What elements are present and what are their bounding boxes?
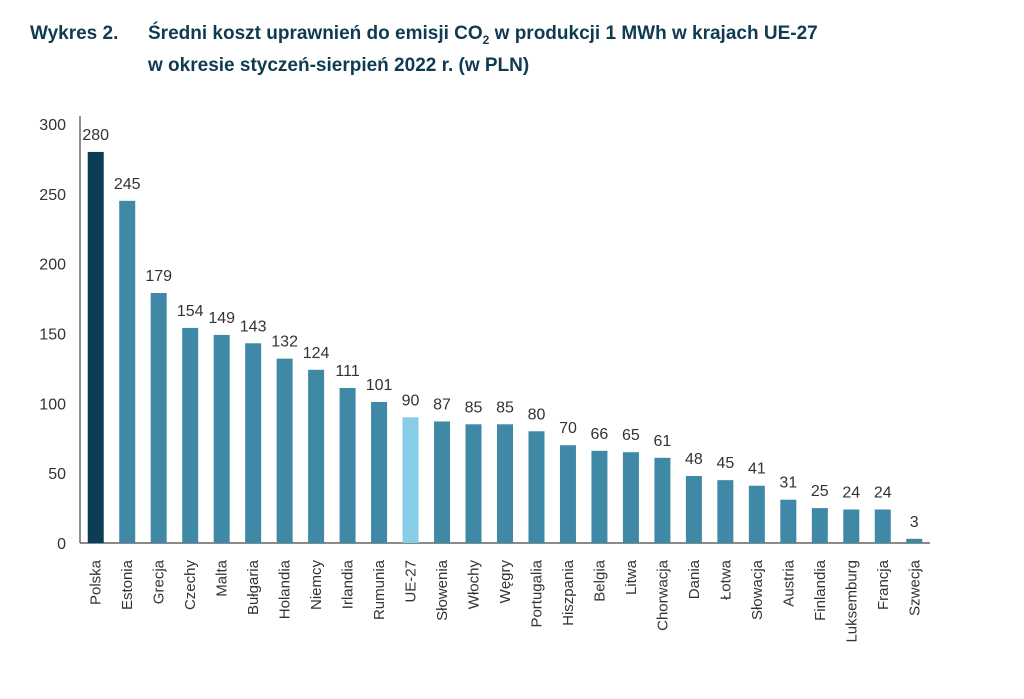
data-label: 111 bbox=[335, 363, 359, 380]
y-tick-label: 100 bbox=[39, 396, 66, 413]
bar-luksemburg bbox=[843, 509, 860, 543]
data-label: 132 bbox=[271, 334, 298, 351]
data-label: 80 bbox=[528, 406, 546, 423]
category-label: Austria bbox=[780, 559, 797, 606]
data-label: 3 bbox=[910, 514, 919, 531]
data-label: 25 bbox=[811, 483, 829, 500]
bar-belgia bbox=[591, 450, 608, 543]
bar-bułgaria bbox=[245, 343, 262, 543]
data-label: 24 bbox=[874, 484, 892, 501]
title-text: w produkcji 1 MWh w krajach UE-27 bbox=[489, 23, 818, 44]
category-label: Grecja bbox=[151, 559, 168, 604]
y-tick-label: 0 bbox=[57, 536, 66, 553]
y-tick-label: 250 bbox=[39, 187, 66, 204]
bar-niemcy bbox=[308, 369, 325, 543]
category-label: Francja bbox=[875, 559, 892, 610]
category-label: Irlandia bbox=[340, 559, 357, 609]
chart-number: Wykres 2. bbox=[30, 23, 119, 44]
bar-szwecja bbox=[906, 538, 923, 543]
bar-grecja bbox=[150, 292, 167, 543]
category-label: Litwa bbox=[623, 559, 640, 595]
title-subscript: 2 bbox=[482, 32, 490, 47]
bar-czechy bbox=[182, 327, 199, 543]
category-label: Czechy bbox=[182, 560, 199, 611]
bar-francja bbox=[874, 509, 891, 543]
data-label: 90 bbox=[402, 392, 420, 409]
data-label: 154 bbox=[177, 303, 204, 320]
category-label: Łotwa bbox=[717, 559, 734, 600]
category-label: UE-27 bbox=[403, 560, 420, 603]
y-tick-label: 300 bbox=[39, 117, 66, 134]
data-label: 85 bbox=[465, 399, 483, 416]
title-text: Średni koszt uprawnień do emisji CO bbox=[148, 23, 483, 44]
category-label: Włochy bbox=[466, 560, 483, 610]
data-label: 85 bbox=[496, 399, 514, 416]
category-label: Finlandia bbox=[812, 559, 829, 621]
category-label: Hiszpania bbox=[560, 559, 577, 626]
bar-słowenia bbox=[434, 421, 451, 543]
y-tick-label: 50 bbox=[48, 466, 66, 483]
data-label: 61 bbox=[654, 433, 672, 450]
category-label: Belgia bbox=[591, 559, 608, 601]
category-label: Niemcy bbox=[308, 560, 325, 611]
category-label: Holandia bbox=[277, 559, 294, 619]
bar-łotwa bbox=[717, 480, 734, 543]
bar-irlandia bbox=[339, 387, 356, 543]
bar-polska bbox=[87, 151, 104, 543]
bar-dania bbox=[685, 475, 702, 543]
bar-malta bbox=[213, 334, 230, 543]
category-label: Bułgaria bbox=[245, 559, 262, 615]
bar-litwa bbox=[622, 452, 639, 543]
data-label: 48 bbox=[685, 451, 703, 468]
category-label: Rumunia bbox=[371, 559, 388, 620]
bar-hiszpania bbox=[559, 445, 576, 543]
bar-węgry bbox=[497, 424, 513, 543]
data-label: 179 bbox=[145, 268, 172, 285]
data-label: 149 bbox=[208, 310, 235, 327]
bar-holandia bbox=[276, 358, 293, 543]
data-label: 65 bbox=[622, 427, 640, 444]
category-label: Malta bbox=[214, 559, 231, 596]
data-label: 24 bbox=[842, 484, 860, 501]
y-tick-label: 150 bbox=[39, 327, 66, 344]
bar-estonia bbox=[119, 200, 136, 544]
category-label: Słowenia bbox=[434, 559, 451, 621]
title-line-1: Średni koszt uprawnień do emisji CO2 w p… bbox=[148, 18, 818, 56]
data-label: 143 bbox=[240, 318, 267, 335]
data-label: 66 bbox=[591, 426, 609, 443]
category-label: Polska bbox=[88, 559, 105, 605]
data-label: 70 bbox=[559, 420, 577, 437]
y-tick-label: 200 bbox=[39, 257, 66, 274]
category-label: Słowacja bbox=[749, 559, 766, 620]
data-label: 124 bbox=[303, 345, 330, 362]
bar-rumunia bbox=[371, 401, 388, 543]
category-label: Dania bbox=[686, 559, 703, 599]
category-label: Chorwacja bbox=[654, 559, 671, 631]
category-label: Luksemburg bbox=[843, 560, 860, 643]
data-label: 245 bbox=[114, 176, 141, 193]
data-label: 41 bbox=[748, 461, 766, 478]
data-label: 45 bbox=[716, 455, 734, 472]
bar-portugalia bbox=[528, 431, 545, 543]
bar-austria bbox=[780, 499, 797, 543]
bar-włochy bbox=[465, 424, 482, 543]
title-line-2: w okresie styczeń-sierpień 2022 r. (w PL… bbox=[148, 55, 530, 76]
data-label: 87 bbox=[433, 396, 451, 413]
bar-finlandia bbox=[811, 508, 828, 543]
category-label: Węgry bbox=[497, 560, 514, 604]
bar-chorwacja bbox=[654, 457, 671, 543]
category-label: Szwecja bbox=[906, 559, 923, 616]
category-label: Portugalia bbox=[528, 559, 545, 627]
bar-słowacja bbox=[748, 485, 765, 543]
data-label: 31 bbox=[779, 475, 797, 492]
data-label: 101 bbox=[366, 377, 393, 394]
category-label: Estonia bbox=[119, 559, 136, 610]
bar-ue-27 bbox=[402, 417, 419, 543]
data-label: 280 bbox=[82, 127, 109, 144]
